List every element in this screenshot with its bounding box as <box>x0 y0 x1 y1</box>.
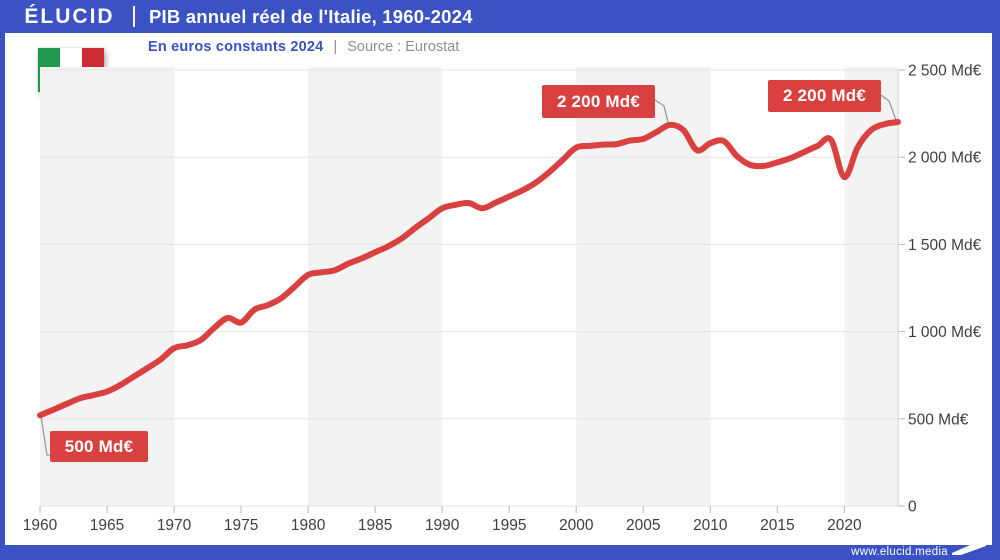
decade-stripe <box>844 67 898 506</box>
elucid-logo: ÉLUCID <box>24 4 115 28</box>
y-tick-label: 500 Md€ <box>908 411 969 428</box>
website-link[interactable]: www.elucid.media <box>851 546 948 558</box>
annotation-badge: 2 200 Md€ <box>768 80 881 112</box>
x-tick-label: 1995 <box>492 517 526 534</box>
source-label: Source : Eurostat <box>347 39 460 55</box>
subtitle-row: En euros constants 2024 | Source : Euros… <box>148 37 459 57</box>
y-tick-label: 2 500 Md€ <box>908 63 982 80</box>
x-tick-label: 2010 <box>693 517 728 534</box>
subtitle-separator: | <box>333 39 338 55</box>
x-tick-label: 2005 <box>626 517 660 534</box>
annotation-badge: 2 200 Md€ <box>542 85 655 118</box>
annotation-badge: 500 Md€ <box>50 431 148 462</box>
header-divider <box>133 6 135 27</box>
x-tick-label: 1975 <box>224 517 258 534</box>
footer-bar: www.elucid.media <box>0 538 1000 560</box>
gdp-line <box>37 119 901 419</box>
decade-stripe <box>576 67 711 506</box>
elucid-flag-icon <box>952 538 986 555</box>
annotation-connector <box>40 415 51 456</box>
y-tick-label: 0 <box>908 499 917 516</box>
x-tick-label: 2020 <box>827 517 862 534</box>
y-tick-label: 2 000 Md€ <box>908 150 982 167</box>
decade-stripe <box>308 67 443 506</box>
annotation-connector <box>880 94 897 121</box>
x-tick-label: 1985 <box>358 517 392 534</box>
x-tick-label: 1960 <box>23 517 58 534</box>
x-tick-label: 2000 <box>559 517 594 534</box>
x-tick-label: 1965 <box>90 517 124 534</box>
x-tick-label: 1980 <box>291 517 326 534</box>
x-tick-label: 1970 <box>157 517 192 534</box>
frame-border-left <box>0 33 5 560</box>
y-tick-label: 1 000 Md€ <box>908 324 982 341</box>
chart-subtitle: En euros constants 2024 <box>148 39 324 55</box>
x-tick-label: 2015 <box>760 517 794 534</box>
header-bar: ÉLUCID PIB annuel réel de l'Italie, 1960… <box>0 0 1000 33</box>
x-tick-label: 1990 <box>425 517 460 534</box>
y-tick-label: 1 500 Md€ <box>908 237 982 254</box>
annotation-connector <box>654 99 670 127</box>
frame-border-right <box>992 33 1000 560</box>
page-title: PIB annuel réel de l'Italie, 1960-2024 <box>149 5 473 27</box>
